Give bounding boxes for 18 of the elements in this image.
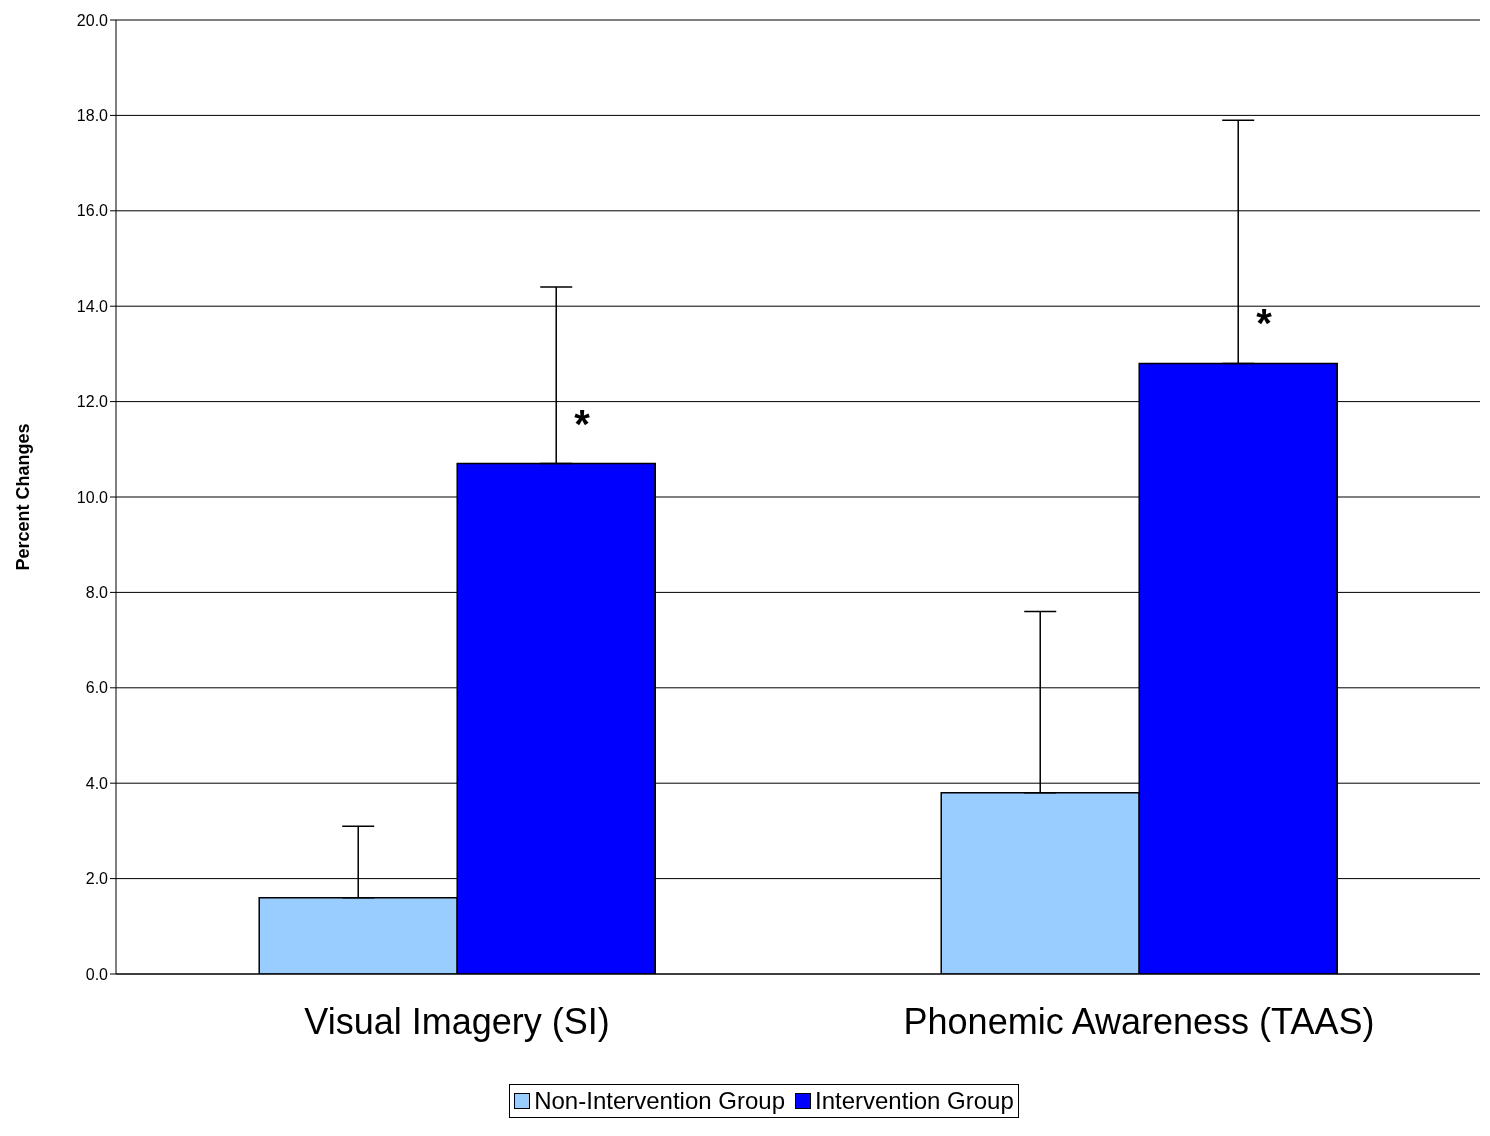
y-tick-label: 14.0 <box>76 297 109 315</box>
y-tick-label: 20.0 <box>76 11 109 29</box>
y-tick-label: 12.0 <box>76 393 109 411</box>
legend-label: Intervention Group <box>814 1087 1014 1115</box>
annotation: * <box>1256 301 1273 346</box>
legend-label: Non-Intervention Group <box>533 1087 785 1115</box>
y-tick-label: 6.0 <box>85 679 109 697</box>
y-tick-label: 4.0 <box>85 774 109 792</box>
y-tick-label: 2.0 <box>85 870 109 888</box>
y-tick-label: 18.0 <box>76 107 109 125</box>
y-axis-title: Percent Changes <box>13 423 34 571</box>
y-tick-label: 8.0 <box>85 584 109 602</box>
y-tick-label: 10.0 <box>76 488 109 506</box>
y-tick-label: 0.0 <box>85 965 109 983</box>
x-tick-label: Phonemic Awareness (TAAS) <box>903 1000 1375 1042</box>
x-tick-label: Visual Imagery (SI) <box>304 1000 610 1042</box>
y-tick-label: 16.0 <box>76 202 109 220</box>
annotation: * <box>574 401 591 446</box>
